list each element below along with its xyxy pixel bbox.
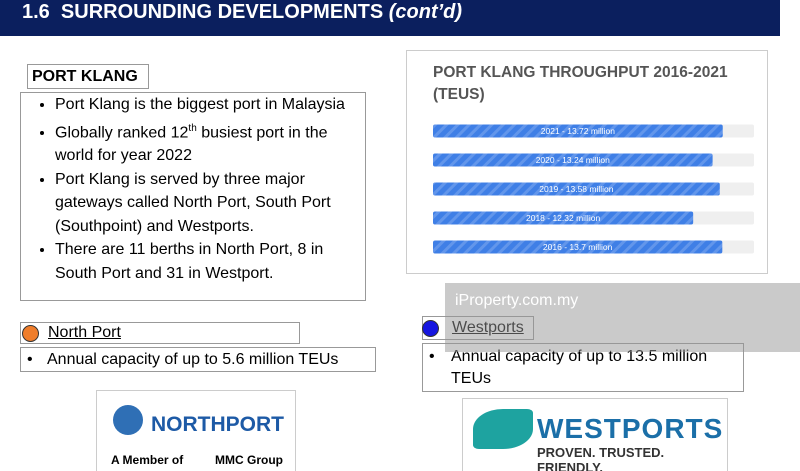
bullet-text: Port Klang is served by three major gate…	[55, 170, 331, 235]
bullet: •	[429, 348, 435, 365]
title-text: 1.6 SURROUNDING DEVELOPMENTS	[22, 1, 384, 23]
westports-logo: WESTPORTS PROVEN. TRUSTED. FRIENDLY.	[462, 398, 728, 471]
chart-title: PORT KLANG THROUGHPUT 2016-2021 (TEUS)	[433, 64, 728, 103]
title-suffix: (cont’d)	[388, 1, 463, 23]
bullet-text: th	[188, 122, 197, 134]
bullet-text: Globally ranked 12	[55, 123, 189, 141]
north-port-dot	[22, 325, 39, 342]
logo-member: A Member of	[111, 453, 184, 467]
bullet-text: There are 11 berths in North Port, 8 in …	[55, 241, 324, 282]
bar	[433, 240, 723, 254]
bullet-text: Port Klang is the biggest port in Malays…	[55, 96, 345, 113]
bullet-item: There are 11 berths in North Port, 8 in …	[55, 238, 365, 285]
west-capacity: Annual capacity of up to 13.5 million TE…	[451, 348, 708, 387]
heading-box: PORT KLANG	[27, 64, 149, 89]
chart: 2021 - 13.72 million 2020 - 13.24 million…	[406, 50, 768, 274]
bullet-item: Globally ranked 12th busiest port in the…	[55, 117, 365, 168]
logo-group: MMC Group	[215, 453, 283, 467]
bar-label: 2016 - 13.7 million	[543, 242, 613, 252]
bar	[433, 153, 713, 167]
bullet-box: Port Klang is the biggest port in Malays…	[20, 92, 366, 301]
bar	[433, 124, 723, 138]
north-port-name: North Port	[48, 324, 121, 341]
bar-label: 2018 - 12.32 million	[526, 213, 600, 223]
north-port-box	[20, 322, 300, 344]
bar	[433, 211, 694, 225]
logo-brand: WESTPORTS	[537, 413, 724, 444]
watermark: iProperty.com.my	[455, 292, 579, 309]
logo-wave	[473, 409, 533, 449]
bullet-item: Port Klang is served by three major gate…	[55, 168, 365, 239]
watermark-band	[445, 283, 800, 352]
north-capacity-box: • Annual capacity of up to 5.6 million TE…	[20, 347, 376, 372]
bar-label: 2021 - 13.72 million	[541, 126, 615, 136]
heading: PORT KLANG	[32, 68, 138, 85]
logo-brand: NORTHPORT	[151, 413, 284, 436]
bar-label: 2020 - 13.24 million	[536, 155, 610, 165]
logo-globe	[113, 405, 143, 435]
bullet: •	[27, 351, 33, 368]
northport-logo: NORTHPORT A Member of MMC Group	[96, 390, 296, 471]
north-capacity: Annual capacity of up to 5.6 million TEU…	[47, 351, 339, 368]
bullet-item: Port Klang is the biggest port in Malays…	[55, 93, 365, 117]
header-bar	[0, 0, 780, 36]
bar	[433, 182, 720, 196]
header-title: 1.6 SURROUNDING DEVELOPMENTS (cont’d)	[22, 0, 462, 26]
bullet-list: Port Klang is the biggest port in Malays…	[21, 93, 365, 285]
westports-dot	[422, 320, 439, 337]
bullet-text: busiest port in the world for year 2022	[55, 123, 328, 165]
logo-tagline: PROVEN. TRUSTED. FRIENDLY.	[537, 445, 665, 471]
bar-label: 2019 - 13.58 million	[539, 184, 613, 194]
